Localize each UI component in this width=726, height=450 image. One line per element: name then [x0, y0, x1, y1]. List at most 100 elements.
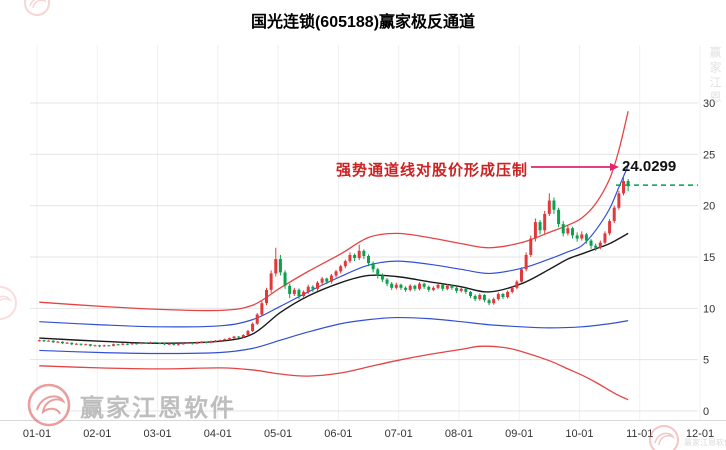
- candle-body: [232, 336, 236, 339]
- candle-body: [237, 336, 241, 338]
- candle-body: [612, 207, 616, 222]
- candle-body: [144, 342, 148, 344]
- candle-body: [418, 283, 421, 289]
- candle-body: [482, 294, 486, 301]
- candle-body: [149, 342, 153, 344]
- candle-body: [190, 342, 194, 344]
- lower-outer-channel-red: [39, 345, 629, 401]
- watermark-logo-left-edge: [0, 283, 20, 328]
- candle-body: [399, 284, 403, 288]
- candle-body: [547, 200, 551, 214]
- candle-body: [362, 250, 366, 256]
- candle-body: [445, 285, 449, 289]
- candle-body: [93, 345, 97, 347]
- candle-body: [353, 254, 357, 259]
- candle-body: [130, 343, 134, 345]
- candle-body: [608, 221, 612, 234]
- candle-body: [204, 341, 208, 343]
- candle-body: [594, 245, 598, 248]
- x-axis-label: 05-01: [264, 428, 292, 440]
- candle-body: [102, 345, 106, 347]
- candle-body: [302, 291, 306, 297]
- y-axis-label: 0: [703, 406, 709, 418]
- life-line-black: [39, 232, 629, 344]
- candle-body: [135, 343, 139, 345]
- candle-body: [98, 345, 102, 347]
- candle-body: [316, 282, 319, 289]
- candle-body: [501, 293, 505, 298]
- candle-body: [125, 343, 129, 345]
- candle-body: [394, 284, 398, 288]
- candle-body: [492, 299, 496, 304]
- channel-lines-layer: [39, 111, 629, 401]
- x-axis-label: 02-01: [83, 428, 111, 440]
- x-axis-label: 07-01: [385, 428, 413, 440]
- candle-body: [84, 344, 88, 346]
- candle-body: [598, 242, 602, 248]
- candle-body: [139, 342, 143, 344]
- candle-body: [561, 224, 565, 234]
- watermark-side-text: 赢家江恩: [708, 46, 722, 106]
- winner-logo-icon: [649, 425, 679, 450]
- y-axis-label: 20: [703, 201, 715, 213]
- candle-body: [436, 284, 440, 288]
- candle-body: [112, 344, 115, 346]
- candle-body: [61, 341, 64, 344]
- y-axis-label: 30: [703, 98, 715, 110]
- candle-body: [42, 340, 46, 342]
- candle-body: [227, 338, 231, 340]
- candle-body: [56, 341, 60, 343]
- annotation-layer: [531, 163, 698, 186]
- candle-body: [153, 342, 157, 344]
- candle-body: [251, 323, 255, 331]
- candle-body: [209, 341, 213, 343]
- candle-body: [385, 279, 389, 284]
- candle-body: [584, 234, 588, 241]
- candlestick-layer: [37, 176, 630, 348]
- candle-body: [214, 340, 217, 342]
- candle-body: [496, 293, 500, 300]
- chart-title: 国光连锁(605188)赢家极反通道: [250, 14, 476, 31]
- candle-body: [533, 222, 537, 239]
- candle-body: [260, 303, 264, 315]
- candle-body: [380, 275, 384, 280]
- candle-body: [274, 259, 278, 274]
- candle-body: [121, 343, 125, 345]
- candle-body: [603, 233, 607, 243]
- pressure-arrow-head: [610, 163, 619, 171]
- candle-body: [427, 286, 431, 290]
- y-axis-label: 15: [703, 252, 715, 264]
- grid-layer: [0, 45, 726, 421]
- upper-channel-blue: [39, 165, 629, 328]
- x-axis-label: 06-01: [324, 428, 352, 440]
- candle-body: [371, 263, 375, 270]
- candle-body: [478, 294, 482, 300]
- candle-body: [617, 193, 621, 208]
- candle-body: [288, 285, 292, 294]
- candle-body: [200, 341, 204, 343]
- candle-body: [181, 343, 185, 345]
- winner-logo-icon: [24, 0, 50, 16]
- candle-body: [47, 340, 51, 342]
- x-axis-label: 08-01: [445, 428, 473, 440]
- candle-body: [297, 289, 301, 297]
- watermark-logo-top-left: [22, 0, 52, 23]
- candle-body: [589, 240, 593, 246]
- candle-body: [450, 285, 454, 288]
- candle-body: [348, 254, 352, 262]
- candle-body: [524, 254, 528, 270]
- candle-body: [70, 342, 74, 345]
- candle-body: [464, 288, 468, 292]
- candle-body: [404, 287, 408, 290]
- candle-body: [79, 343, 83, 345]
- y-axis-label: 10: [703, 303, 715, 315]
- candle-body: [255, 314, 259, 324]
- candle-body: [65, 342, 69, 344]
- candle-body: [246, 330, 250, 336]
- candle-body: [580, 234, 584, 239]
- upper-outer-channel-red: [39, 111, 629, 312]
- watermark-mini-text: 赢家江恩软件: [684, 438, 726, 447]
- candle-body: [408, 285, 412, 290]
- candle-body: [469, 291, 472, 297]
